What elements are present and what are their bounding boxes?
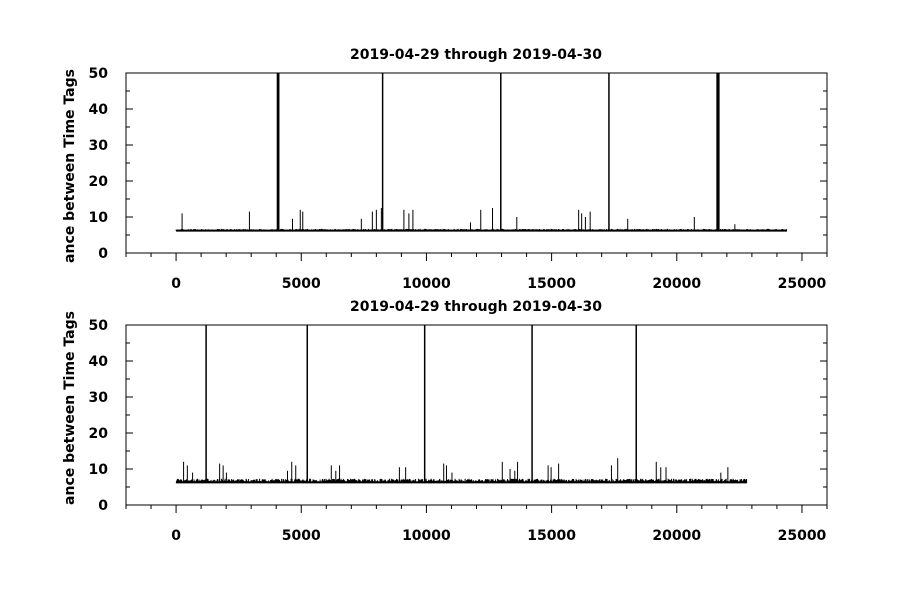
y-tick-label: 0 — [98, 246, 108, 262]
plot-area: 0 10 20 30 40 50 0 5000 10000 15000 20000 25000 — [89, 66, 828, 292]
x-tick-label: 15000 — [527, 276, 576, 292]
x-tick-label: 5000 — [282, 276, 321, 292]
top-chart-panel: 2019-04-29 through 2019-04-30 ance betwe… — [62, 47, 828, 292]
y-tick-label: 20 — [89, 174, 109, 190]
x-tick-label: 15000 — [527, 528, 576, 544]
y-tick-label: 30 — [89, 138, 109, 154]
y-tick-label: 0 — [98, 498, 108, 514]
y-tick-label: 20 — [89, 426, 109, 442]
chart-title: 2019-04-29 through 2019-04-30 — [350, 299, 602, 315]
x-tick-label: 20000 — [652, 276, 701, 292]
x-tick-label: 0 — [171, 528, 181, 544]
x-tick-label: 10000 — [402, 276, 451, 292]
y-tick-label: 40 — [89, 354, 109, 370]
x-tick-label: 0 — [171, 276, 181, 292]
x-tick-label: 25000 — [778, 528, 827, 544]
x-tick-label: 10000 — [402, 528, 451, 544]
y-tick-label: 50 — [89, 318, 109, 334]
y-tick-label: 40 — [89, 102, 109, 118]
y-tick-label: 10 — [89, 462, 109, 478]
y-tick-label: 30 — [89, 390, 109, 406]
plot-area: 0 10 20 30 40 50 0 5000 10000 15000 20000 25000 — [89, 318, 828, 544]
x-tick-label: 5000 — [282, 528, 321, 544]
y-axis-label: ance between Time Tags — [62, 311, 78, 505]
y-tick-label: 50 — [89, 66, 109, 82]
x-tick-label: 20000 — [652, 528, 701, 544]
y-axis-label: ance between Time Tags — [62, 69, 78, 263]
chart-title: 2019-04-29 through 2019-04-30 — [350, 47, 602, 63]
bottom-chart-panel: 2019-04-29 through 2019-04-30 ance betwe… — [62, 299, 828, 544]
x-tick-label: 25000 — [778, 276, 827, 292]
y-tick-label: 10 — [89, 210, 109, 226]
